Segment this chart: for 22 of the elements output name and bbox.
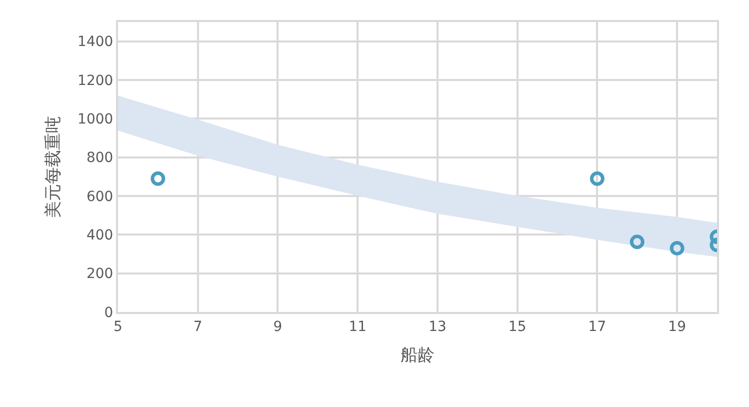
x-axis-title: 船龄 xyxy=(400,346,434,366)
y-tick-label: 1200 xyxy=(78,72,114,89)
x-tick-label: 9 xyxy=(273,318,282,335)
y-tick-label: 0 xyxy=(104,304,114,321)
y-tick-label: 800 xyxy=(86,150,114,166)
point xyxy=(590,171,604,186)
x-tick-label: 5 xyxy=(114,318,122,335)
point xyxy=(670,240,684,256)
x-tick-label: 15 xyxy=(508,318,526,335)
x-tick-label: 13 xyxy=(428,318,446,335)
y-tick-label: 200 xyxy=(86,266,114,282)
y-tick-label: 1400 xyxy=(78,34,114,50)
x-tick-label: 17 xyxy=(588,318,606,335)
x-tick-label: 7 xyxy=(193,318,202,335)
y-tick-label: 600 xyxy=(86,188,114,205)
point xyxy=(150,171,166,186)
y-tick-label: 400 xyxy=(86,228,114,244)
x-tick-label: 19 xyxy=(668,318,686,335)
y-tick-label: 1000 xyxy=(78,112,114,128)
x-tick-label: 11 xyxy=(348,318,367,335)
y-axis-title: 美元每载重吨 xyxy=(44,116,64,218)
point xyxy=(630,234,644,250)
